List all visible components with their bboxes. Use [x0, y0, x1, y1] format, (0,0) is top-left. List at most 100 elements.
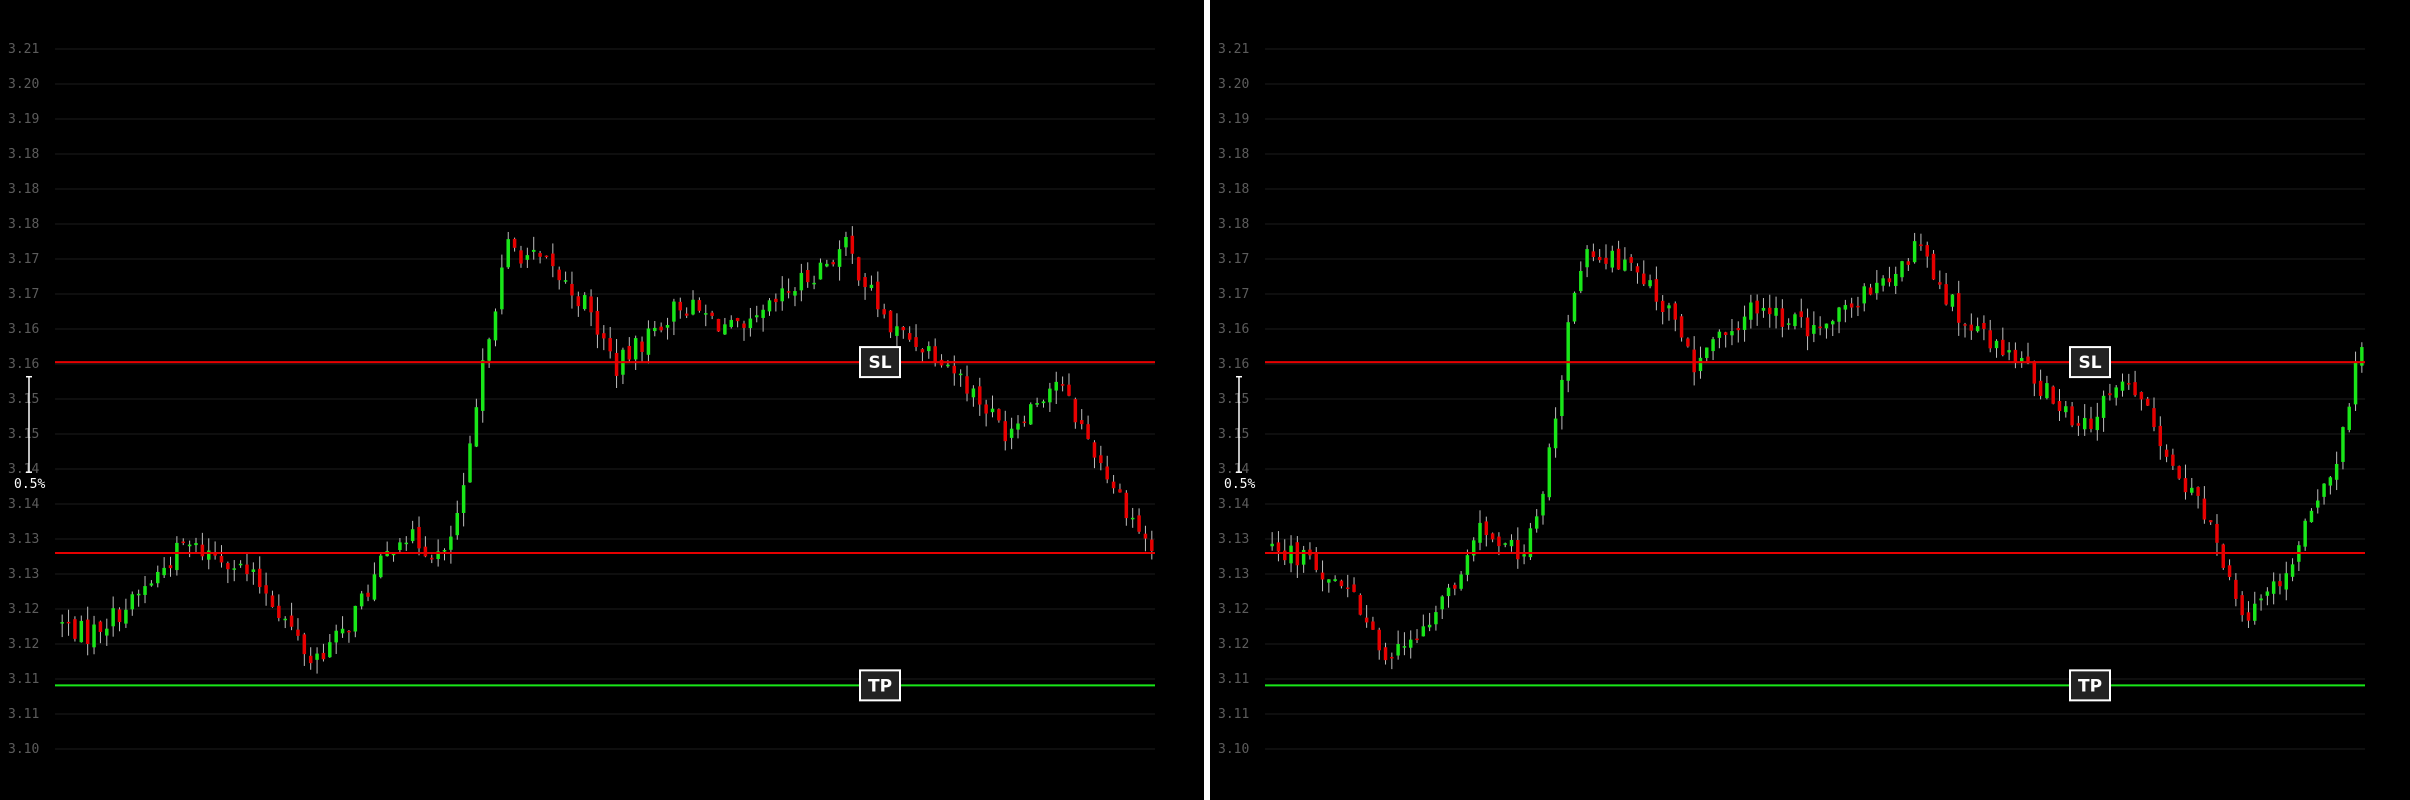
bearish-candle [1629, 257, 1633, 263]
bullish-candle [825, 263, 829, 267]
bullish-candle [1471, 540, 1476, 556]
bullish-candle [971, 388, 976, 398]
bullish-candle [1975, 326, 1980, 332]
bullish-candle [1503, 543, 1507, 545]
bearish-candle [2089, 418, 2093, 430]
bullish-candle [767, 300, 772, 312]
bearish-candle [1143, 533, 1148, 539]
y-tick-label: 3.10 [1218, 742, 1249, 757]
bearish-candle [2108, 393, 2112, 396]
bullish-candle [2353, 362, 2358, 405]
bullish-candle [672, 301, 676, 322]
bearish-candle [538, 253, 542, 257]
bullish-candle [1566, 322, 1570, 381]
bearish-candle [2240, 595, 2244, 616]
y-tick-label: 3.13 [8, 532, 39, 547]
bullish-candle [232, 568, 236, 570]
bullish-candle [1742, 316, 1747, 330]
y-tick-label: 3.15 [1218, 392, 1249, 407]
bullish-candle [1553, 418, 1558, 449]
bearish-candle [98, 621, 103, 632]
bearish-candle [1137, 515, 1141, 532]
bullish-candle [149, 583, 154, 586]
bullish-candle [1560, 379, 1564, 417]
bullish-candle [653, 327, 657, 332]
bullish-candle [315, 653, 319, 660]
bullish-candle [582, 295, 587, 310]
bearish-candle [2227, 565, 2232, 577]
bearish-candle [1736, 328, 1740, 331]
bullish-candle [646, 328, 651, 355]
y-tick-label: 3.17 [8, 287, 39, 302]
bearish-candle [1919, 244, 1923, 247]
bullish-candle [1831, 321, 1835, 325]
bearish-candle [1604, 257, 1608, 264]
bearish-candle [551, 253, 555, 267]
bullish-candle [1478, 522, 1482, 543]
bullish-candle [1579, 270, 1583, 292]
bearish-candle [920, 349, 925, 353]
bullish-candle [2007, 350, 2011, 353]
bearish-candle [1364, 617, 1369, 623]
bullish-candle [1761, 307, 1766, 311]
bearish-candle [863, 277, 867, 288]
bullish-candle [525, 255, 530, 260]
bullish-candle [404, 542, 409, 545]
bearish-candle [200, 544, 205, 557]
bearish-candle [557, 269, 561, 281]
bullish-candle [1402, 646, 1407, 648]
bullish-candle [1130, 517, 1135, 520]
bearish-candle [1856, 305, 1860, 308]
bullish-candle [124, 609, 128, 624]
y-tick-label: 3.18 [8, 217, 39, 232]
bearish-candle [2246, 612, 2251, 621]
bearish-candle [2145, 398, 2150, 406]
bearish-candle [2026, 356, 2030, 364]
bearish-candle [417, 526, 421, 549]
bearish-candle [608, 338, 612, 352]
bullish-candle [1028, 404, 1033, 425]
bullish-candle [748, 318, 753, 329]
bullish-candle [1016, 423, 1020, 430]
bearish-candle [168, 565, 173, 569]
bearish-candle [1339, 580, 1344, 587]
bearish-candle [85, 619, 90, 644]
sl-badge-label: SL [868, 353, 891, 373]
bearish-candle [627, 345, 632, 360]
bearish-candle [1320, 572, 1325, 580]
bearish-candle [1591, 251, 1596, 258]
bearish-candle [786, 291, 791, 293]
y-tick-label: 3.17 [1218, 252, 1249, 267]
bullish-candle [1585, 249, 1589, 268]
bullish-candle [1396, 643, 1400, 656]
bullish-candle [1894, 273, 1898, 286]
bullish-candle [1009, 428, 1014, 438]
bullish-candle [455, 512, 460, 536]
bearish-candle [1799, 311, 1803, 318]
bearish-candle [1377, 629, 1381, 651]
bearish-candle [296, 629, 300, 636]
y-tick-label: 3.16 [1218, 357, 1249, 372]
bullish-candle [799, 272, 804, 291]
bullish-candle [665, 325, 670, 328]
bullish-candle [2064, 406, 2068, 413]
bearish-candle [1086, 424, 1090, 439]
bullish-candle [1824, 323, 1829, 329]
sl-badge-label: SL [2078, 353, 2101, 373]
bearish-candle [117, 609, 122, 623]
bearish-candle [1111, 481, 1116, 489]
bullish-candle [156, 571, 160, 584]
bullish-candle [2309, 510, 2314, 523]
bullish-candle [442, 550, 447, 552]
bearish-candle [226, 563, 230, 570]
bearish-candle [1673, 303, 1678, 320]
bullish-candle [761, 309, 765, 318]
bearish-candle [2013, 349, 2018, 363]
bearish-candle [2183, 478, 2188, 493]
bullish-candle [1289, 545, 1293, 564]
bullish-candle [754, 315, 759, 318]
bullish-candle [729, 319, 734, 327]
bullish-candle [958, 373, 963, 376]
bullish-candle [474, 407, 479, 447]
bullish-candle [1041, 401, 1046, 404]
